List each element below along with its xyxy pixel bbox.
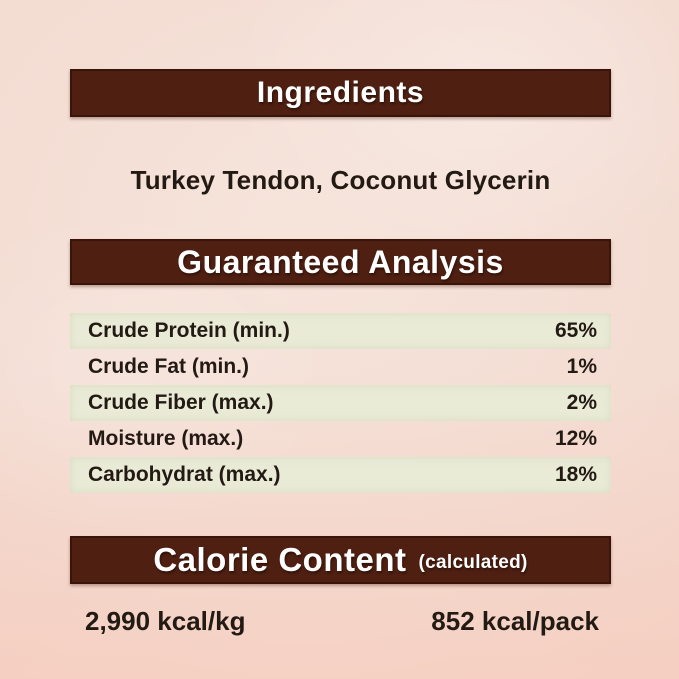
table-row: Crude Protein (min.) 65% bbox=[70, 313, 611, 349]
row-label: Crude Protein (min.) bbox=[88, 319, 290, 342]
table-row: Carbohydrat (max.) 18% bbox=[70, 457, 611, 493]
row-value: 18% bbox=[554, 463, 597, 486]
calorie-content-header-bar: Calorie Content (calculated) bbox=[70, 536, 611, 584]
guaranteed-analysis-table: Crude Protein (min.) 65% Crude Fat (min.… bbox=[70, 313, 611, 493]
table-row: Crude Fat (min.) 1% bbox=[70, 349, 611, 385]
calorie-title: Calorie Content bbox=[153, 541, 407, 578]
row-label: Crude Fat (min.) bbox=[88, 355, 249, 378]
row-value: 12% bbox=[554, 427, 597, 450]
guaranteed-analysis-header-bar: Guaranteed Analysis bbox=[70, 239, 611, 285]
table-row: Moisture (max.) 12% bbox=[70, 421, 611, 457]
ingredients-content: Turkey Tendon, Coconut Glycerin bbox=[130, 164, 551, 195]
calorie-per-pack: 852 kcal/pack bbox=[431, 605, 599, 636]
row-label: Carbohydrat (max.) bbox=[88, 463, 281, 486]
calorie-values-row: 2,990 kcal/kg 852 kcal/pack bbox=[70, 603, 611, 639]
row-label: Moisture (max.) bbox=[88, 427, 244, 450]
row-value: 65% bbox=[554, 319, 597, 342]
row-value: 2% bbox=[566, 391, 597, 414]
ingredients-title: Ingredients bbox=[256, 76, 425, 109]
calorie-subtitle: (calculated) bbox=[418, 552, 528, 573]
row-label: Crude Fiber (max.) bbox=[88, 391, 274, 414]
calorie-per-kg: 2,990 kcal/kg bbox=[85, 605, 246, 636]
ingredients-list-text: Turkey Tendon, Coconut Glycerin bbox=[70, 160, 611, 200]
ingredients-header-bar: Ingredients bbox=[70, 69, 611, 117]
row-value: 1% bbox=[566, 355, 597, 378]
table-row: Crude Fiber (max.) 2% bbox=[70, 385, 611, 421]
guaranteed-analysis-title: Guaranteed Analysis bbox=[177, 243, 504, 280]
